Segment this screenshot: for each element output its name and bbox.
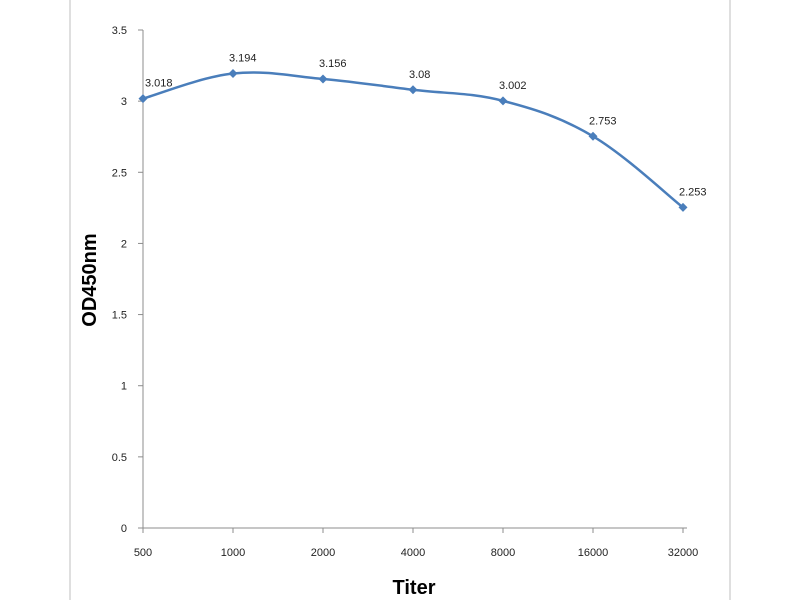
data-label: 3.156: [319, 58, 347, 70]
data-point-marker: [678, 202, 688, 212]
data-point-marker: [588, 131, 598, 141]
data-label: 2.753: [589, 115, 617, 127]
x-tick-label: 16000: [578, 547, 609, 559]
x-tick-label: 500: [134, 547, 152, 559]
axes: [142, 30, 687, 529]
series-group: [138, 69, 688, 212]
x-tick-label: 1000: [221, 547, 245, 559]
y-tick-label: 0: [121, 523, 127, 535]
x-tick-label: 32000: [668, 547, 699, 559]
data-point-marker: [408, 85, 418, 95]
x-axis-title: Titer: [393, 577, 436, 599]
data-label: 3.018: [145, 78, 173, 90]
data-label: 2.253: [679, 186, 707, 198]
y-tick-label: 2.5: [112, 167, 127, 179]
y-tick-label: 1.5: [112, 310, 127, 322]
data-point-marker: [228, 69, 238, 79]
y-ticks: 0 0.5 1 1.5 2 2.5 3 3.5: [112, 25, 143, 535]
x-tick-label: 4000: [401, 547, 425, 559]
y-tick-label: 3.5: [112, 25, 127, 37]
x-tick-label: 2000: [311, 547, 335, 559]
y-tick-label: 2: [121, 238, 127, 250]
y-tick-label: 0.5: [112, 452, 127, 464]
data-point-marker: [318, 74, 328, 84]
x-ticks: 500 1000 2000 4000 8000 16000 32000: [134, 528, 698, 559]
data-label: 3.08: [409, 69, 430, 81]
y-axis-title: OD450nm: [79, 233, 101, 326]
data-labels: 3.018 3.194 3.156 3.08 3.002 2.753 2.253: [145, 53, 707, 199]
y-tick-label: 3: [121, 96, 127, 108]
x-tick-label: 8000: [491, 547, 515, 559]
data-point-marker: [138, 94, 148, 104]
data-label: 3.002: [499, 80, 527, 92]
data-point-marker: [498, 96, 508, 106]
y-tick-label: 1: [121, 381, 127, 393]
data-label: 3.194: [229, 53, 257, 65]
